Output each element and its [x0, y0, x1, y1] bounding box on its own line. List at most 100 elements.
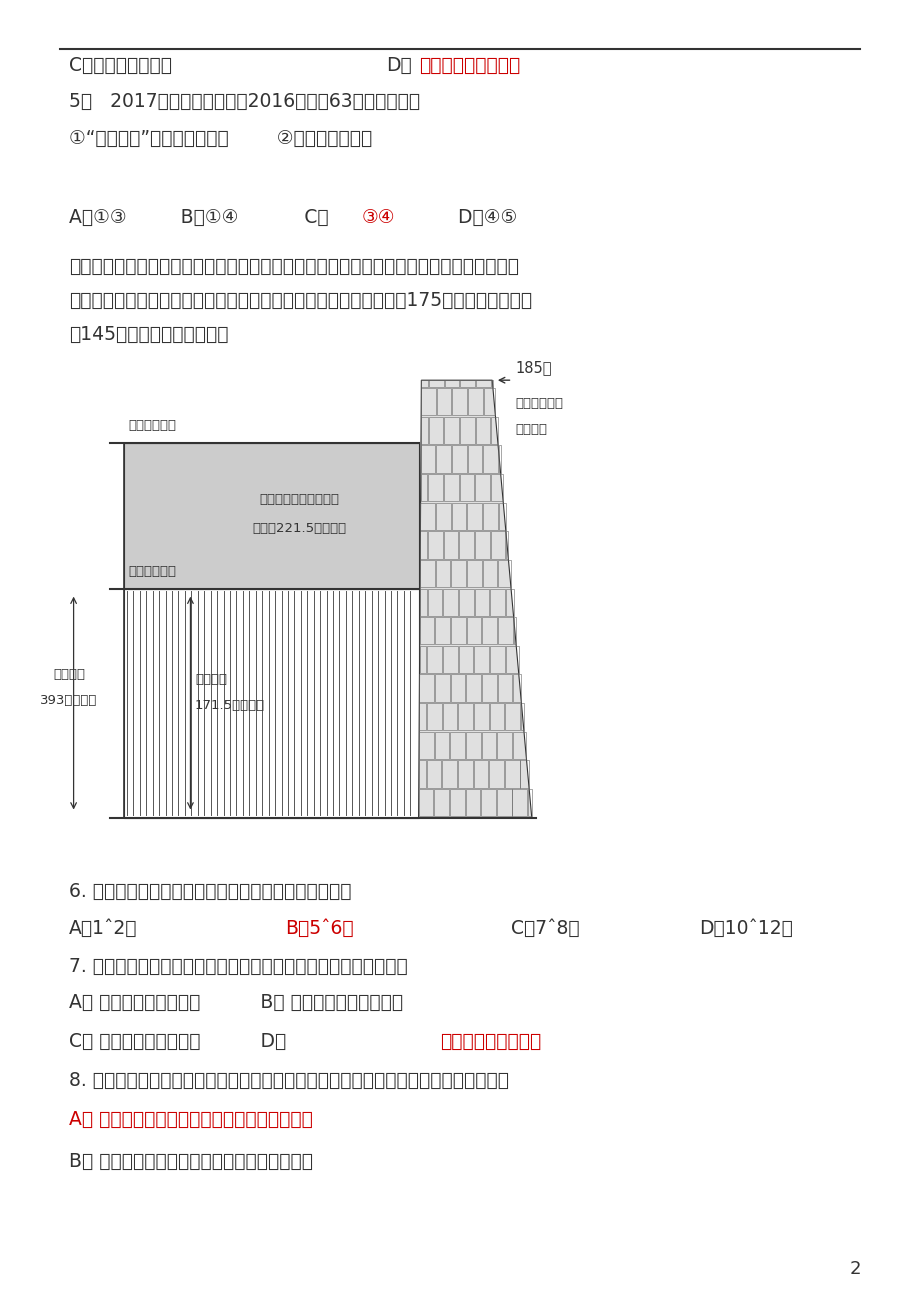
Bar: [443, 589, 458, 616]
Bar: [426, 646, 441, 673]
Bar: [482, 445, 497, 473]
Bar: [428, 380, 443, 387]
Bar: [505, 760, 519, 788]
Bar: [474, 589, 489, 616]
Bar: [475, 380, 490, 387]
Bar: [473, 703, 488, 730]
Bar: [419, 617, 434, 644]
Bar: [419, 703, 425, 730]
Bar: [124, 589, 418, 818]
Bar: [451, 560, 466, 587]
Bar: [428, 417, 443, 444]
Bar: [427, 531, 442, 559]
Bar: [475, 417, 490, 444]
Bar: [450, 617, 465, 644]
Text: B． 河床受堆积作用加强，河流枯水期水位上升: B． 河床受堆积作用加强，河流枯水期水位上升: [69, 1152, 312, 1170]
Text: 393亿立方米: 393亿立方米: [40, 694, 97, 707]
Bar: [490, 589, 505, 616]
Text: 正常运行水位: 正常运行水位: [129, 419, 176, 432]
Bar: [482, 674, 496, 702]
Bar: [419, 589, 426, 616]
Bar: [443, 531, 458, 559]
Bar: [418, 760, 425, 788]
Bar: [513, 617, 516, 644]
Bar: [444, 380, 459, 387]
Bar: [426, 703, 441, 730]
Bar: [481, 789, 495, 816]
Text: C．7ˆ8月: C．7ˆ8月: [510, 919, 579, 937]
Bar: [489, 646, 504, 673]
Text: D．: D．: [386, 56, 412, 74]
Text: 防洪限制水位: 防洪限制水位: [129, 565, 176, 578]
Bar: [505, 589, 513, 616]
Text: 185米: 185米: [515, 359, 551, 375]
Bar: [491, 380, 493, 387]
Bar: [497, 617, 512, 644]
Text: 171.5亿立方米: 171.5亿立方米: [195, 699, 265, 712]
Bar: [444, 417, 459, 444]
Bar: [419, 646, 425, 673]
Bar: [460, 474, 474, 501]
Bar: [520, 703, 523, 730]
Bar: [421, 380, 427, 387]
Bar: [481, 732, 495, 759]
Bar: [482, 560, 497, 587]
Text: 7. 三峡水库由正常运行水位降到防洪限制水位的时段内，三峡库区: 7. 三峡水库由正常运行水位降到防洪限制水位的时段内，三峡库区: [69, 957, 407, 975]
Bar: [512, 732, 526, 759]
Bar: [426, 760, 441, 788]
Bar: [124, 443, 418, 589]
Bar: [473, 646, 488, 673]
Bar: [474, 531, 489, 559]
Bar: [513, 674, 521, 702]
Bar: [459, 589, 473, 616]
Bar: [450, 674, 465, 702]
Bar: [467, 503, 482, 530]
Bar: [420, 474, 427, 501]
Bar: [427, 589, 442, 616]
Bar: [465, 789, 480, 816]
Bar: [491, 474, 503, 501]
Bar: [466, 617, 481, 644]
Bar: [436, 503, 450, 530]
Bar: [434, 732, 448, 759]
Bar: [418, 789, 433, 816]
Text: 三峡水库汛期的防洪库: 三峡水库汛期的防洪库: [259, 493, 338, 506]
Bar: [498, 503, 505, 530]
Bar: [444, 474, 459, 501]
Text: C． 正值当年炎热的伏旱          D．: C． 正值当年炎热的伏旱 D．: [69, 1032, 286, 1051]
Bar: [421, 388, 436, 415]
Text: 6. 三峡水库由正常运行水位降到防洪限制水位的时段为: 6. 三峡水库由正常运行水位降到防洪限制水位的时段为: [69, 883, 351, 901]
Bar: [420, 445, 435, 473]
Text: 三峡工程设计: 三峡工程设计: [515, 397, 562, 410]
Bar: [434, 789, 448, 816]
Bar: [498, 445, 500, 473]
Text: ①“全面二孭”政策宣传不到位        ②小孩抚养成本高: ①“全面二孭”政策宣传不到位 ②小孩抚养成本高: [69, 129, 372, 147]
Text: 坖顶高度: 坖顶高度: [515, 423, 547, 436]
Text: B．5ˆ6月: B．5ˆ6月: [285, 919, 354, 937]
Bar: [491, 417, 497, 444]
Bar: [449, 789, 464, 816]
Bar: [420, 503, 435, 530]
Bar: [435, 674, 449, 702]
Bar: [497, 674, 512, 702]
Bar: [482, 503, 497, 530]
Text: 是145米。据此完成下面小题: 是145米。据此完成下面小题: [69, 326, 228, 344]
Bar: [442, 760, 457, 788]
Text: D．10ˆ12月: D．10ˆ12月: [698, 919, 792, 937]
Bar: [498, 560, 510, 587]
Text: 5．   2017年我国出生人口比2016年减倆63万人的原因有: 5． 2017年我国出生人口比2016年减倆63万人的原因有: [69, 92, 420, 111]
Bar: [451, 445, 466, 473]
Polygon shape: [418, 380, 531, 818]
Bar: [458, 760, 472, 788]
Bar: [436, 560, 450, 587]
Bar: [436, 445, 450, 473]
Text: C．男女性别比失衡: C．男女性别比失衡: [69, 56, 172, 74]
Text: 8. 三峡水库蓄水对大块下游河床、水位变化影响极大，与蓄水前相比，蓄水后大倖下游: 8. 三峡水库蓄水对大块下游河床、水位变化影响极大，与蓄水前相比，蓄水后大倖下游: [69, 1072, 508, 1090]
Bar: [520, 760, 528, 788]
Text: A． 日出东南，日落西南          B． 正午太阳高度逐渐减小: A． 日出东南，日落西南 B． 正午太阳高度逐渐减小: [69, 993, 403, 1012]
Bar: [460, 380, 474, 387]
Bar: [496, 789, 511, 816]
Bar: [489, 760, 504, 788]
Bar: [420, 560, 435, 587]
Text: 2: 2: [849, 1260, 860, 1279]
